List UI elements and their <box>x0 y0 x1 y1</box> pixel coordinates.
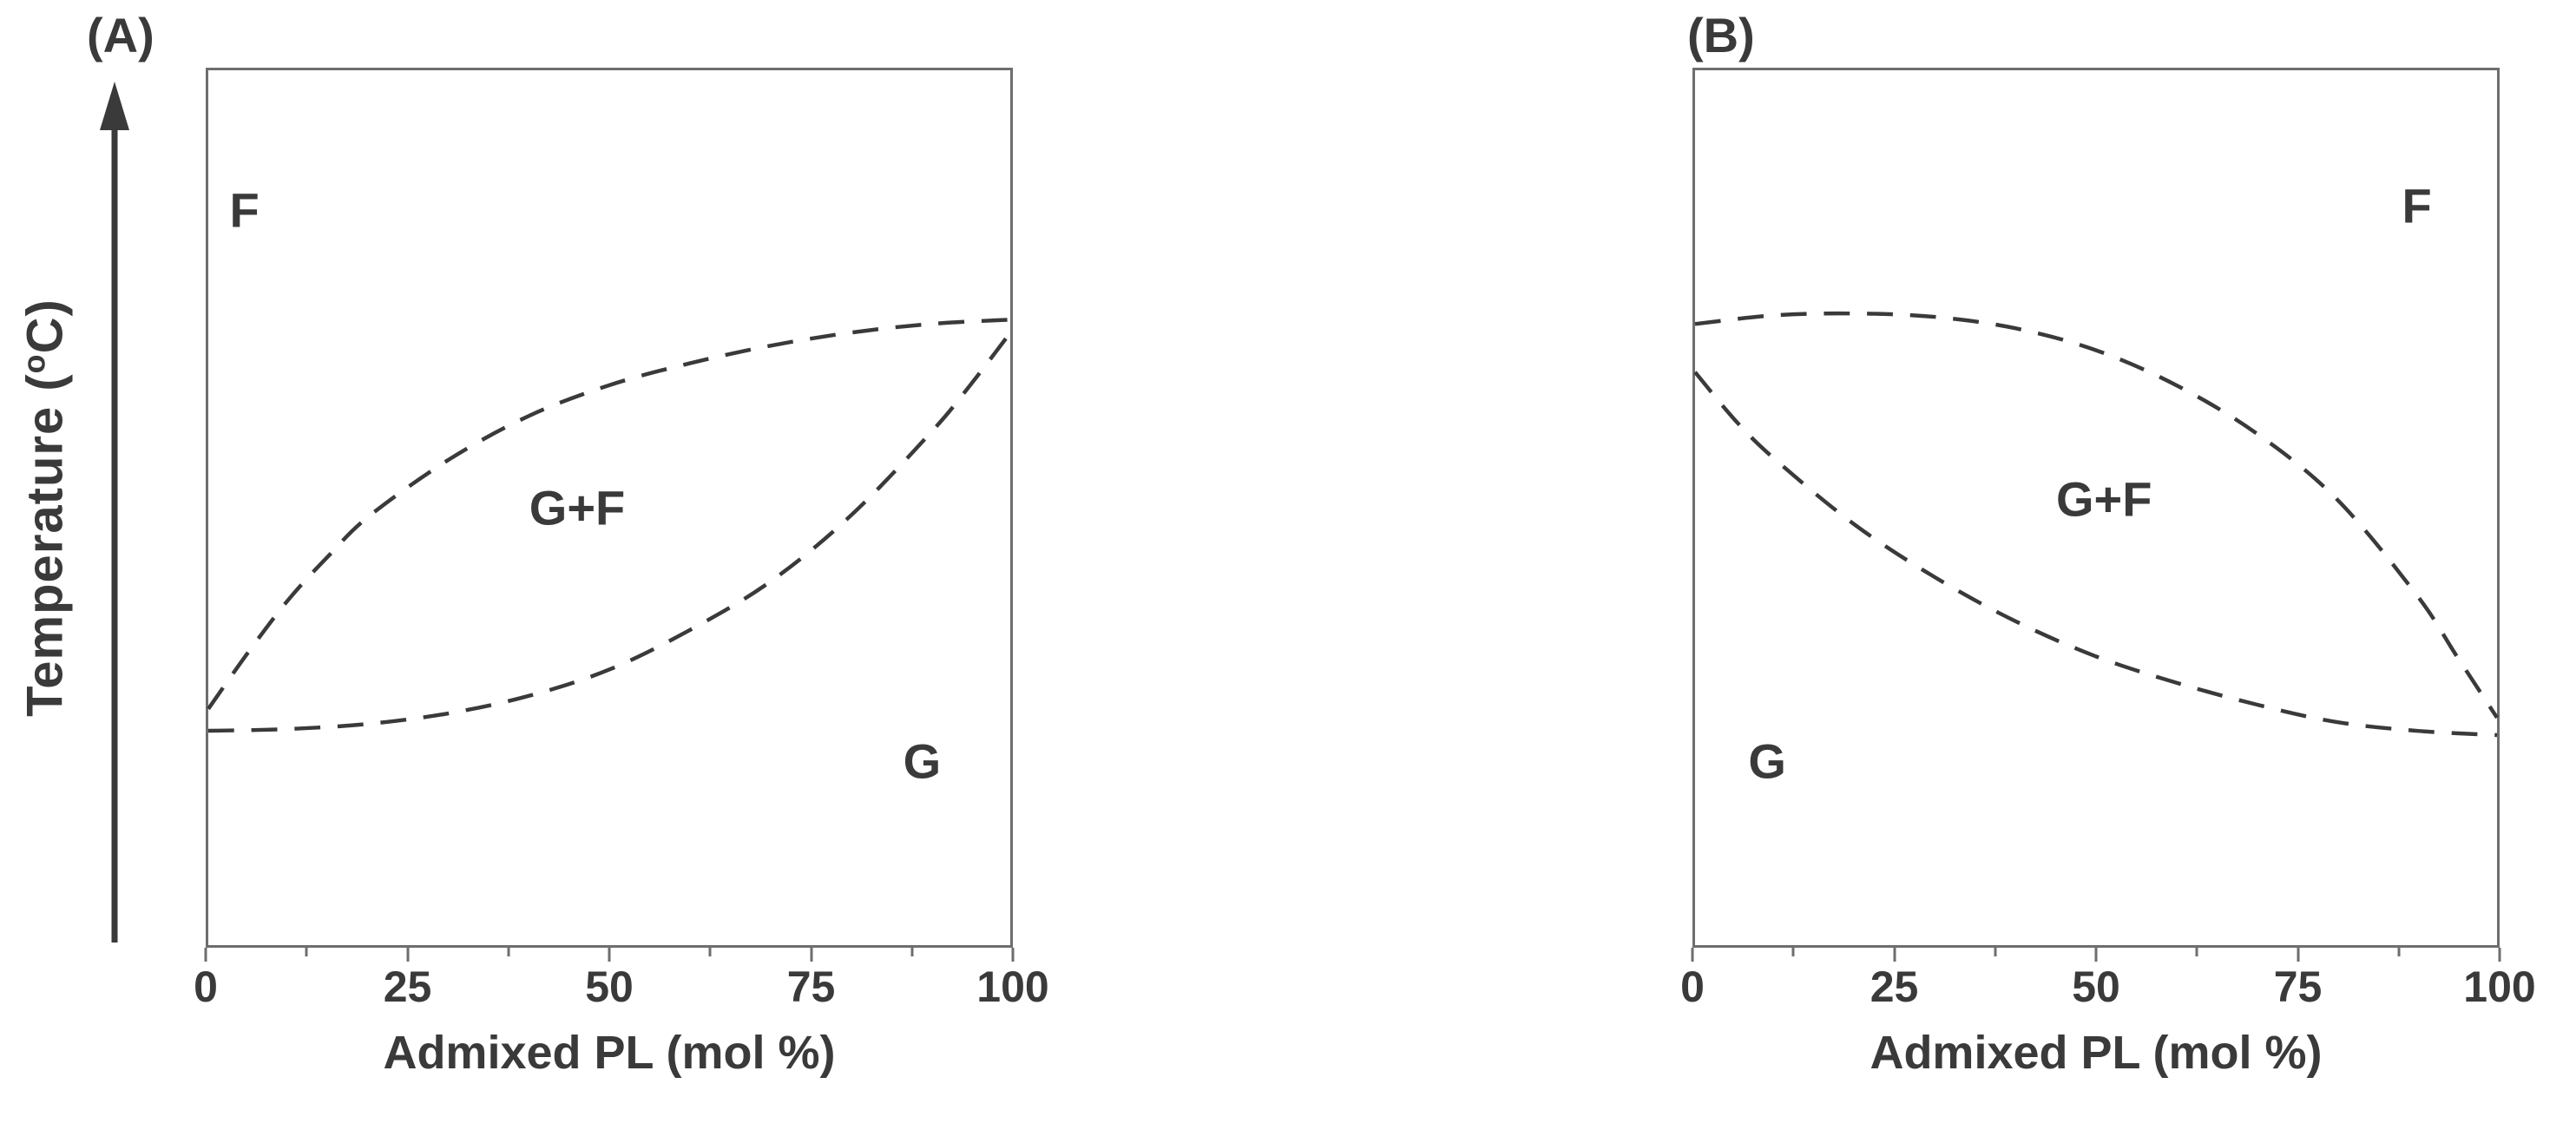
x-tick-label: 100 <box>2463 962 2536 1011</box>
x-axis-tick <box>2498 948 2501 962</box>
x-axis-tick <box>406 948 409 962</box>
region-label-fluid-A: F <box>229 182 260 238</box>
region-label-gel-A: G <box>903 733 942 789</box>
phase-boundary-curve <box>207 318 1011 711</box>
x-axis-tick <box>1691 948 1694 962</box>
x-axis-tick <box>2297 948 2299 962</box>
curves-svg-A <box>207 318 1012 733</box>
x-axis-tick <box>2397 948 2401 956</box>
x-axis-tick <box>204 948 207 962</box>
x-tick-label: 25 <box>383 962 432 1011</box>
x-axis-tick <box>1994 948 1997 956</box>
x-axis-tick <box>1791 948 1795 956</box>
x-axis-ticks-B <box>1691 948 2501 967</box>
x-axis-tick <box>507 948 510 956</box>
y-axis-label-text: Temperature ( <box>16 373 74 717</box>
x-tick-label: 100 <box>976 962 1049 1011</box>
x-tick-label: 75 <box>786 962 836 1011</box>
curves-svg-B <box>1693 311 2499 738</box>
plot-area-B: G G+F F <box>1692 68 2500 948</box>
x-axis-tick <box>1893 948 1896 962</box>
panel-label-B: (B) <box>1687 8 1755 62</box>
region-label-gel-B: G <box>1748 733 1786 789</box>
x-tick-label: 50 <box>585 962 634 1011</box>
plot-area-A: F G+F G <box>206 68 1013 948</box>
panel-label-A: (A) <box>87 8 154 62</box>
x-tick-label: 50 <box>2072 962 2120 1011</box>
region-label-coexistence-B: G+F <box>2056 471 2152 527</box>
x-axis-title-A: Admixed PL (mol %) <box>383 1027 836 1079</box>
x-axis-tick <box>305 948 308 956</box>
x-tick-label: 25 <box>1870 962 1919 1011</box>
x-axis-tick <box>708 948 712 956</box>
y-axis-label: Temperature (oC) <box>16 299 74 717</box>
x-axis-tick <box>910 948 914 956</box>
y-axis-arrow-icon <box>100 82 129 943</box>
x-axis-ticks-A <box>204 948 1015 967</box>
region-label-coexistence-A: G+F <box>529 480 626 535</box>
x-axis-tick <box>810 948 812 962</box>
x-tick-label: 75 <box>2273 962 2323 1011</box>
phase-boundary-curve <box>1693 371 2498 738</box>
x-tick-label: 0 <box>194 962 218 1011</box>
x-tick-labels-B: 0 25 50 75 100 <box>1680 962 2536 1014</box>
x-tick-label: 0 <box>1680 962 1705 1011</box>
degree-superscript: o <box>16 353 52 374</box>
region-label-fluid-B: F <box>2402 178 2432 233</box>
x-axis-tick <box>1011 948 1015 962</box>
x-axis-title-B: Admixed PL (mol %) <box>1870 1027 2323 1079</box>
y-axis-label-unit: C) <box>16 299 74 354</box>
x-axis-tick <box>608 948 611 962</box>
x-tick-labels-A: 0 25 50 75 100 <box>194 962 1049 1014</box>
x-axis-tick <box>2195 948 2198 956</box>
x-axis-tick <box>2094 948 2098 962</box>
